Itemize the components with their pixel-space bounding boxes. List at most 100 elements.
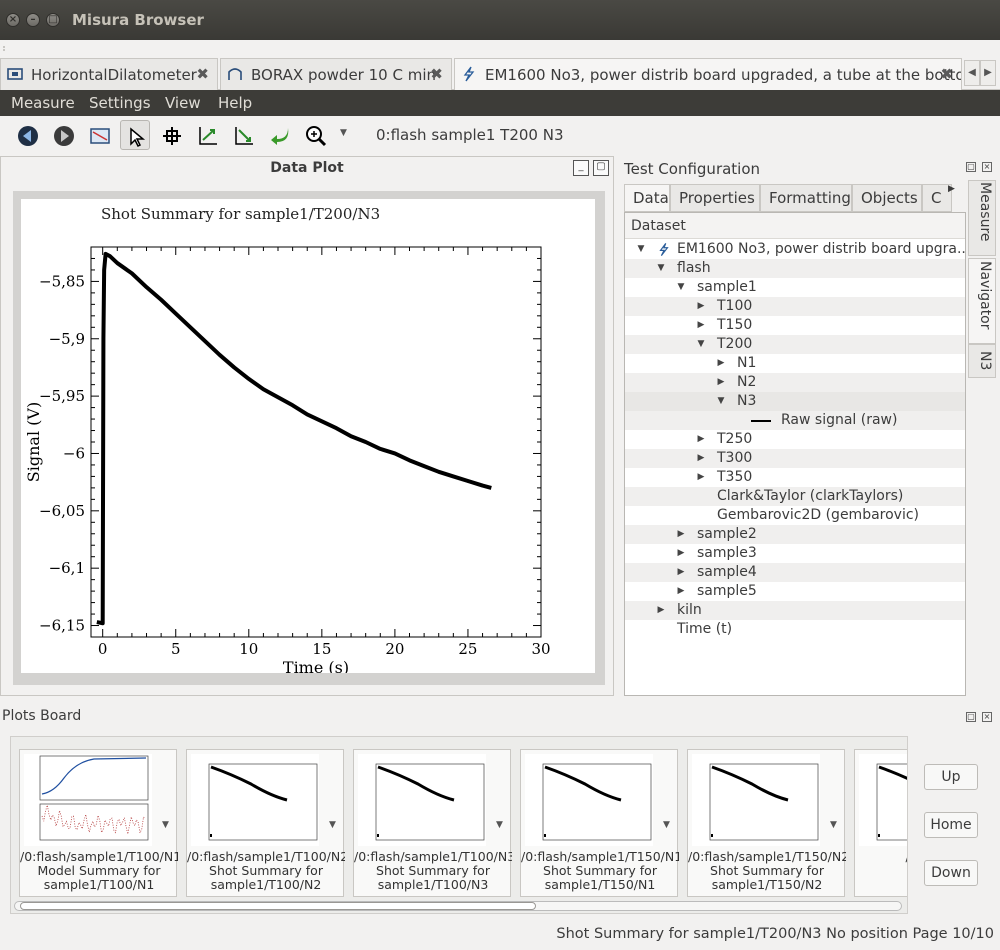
tab-more[interactable]: C bbox=[922, 184, 952, 212]
menu-help[interactable]: Help bbox=[218, 94, 253, 112]
zoom-graph-button[interactable] bbox=[192, 120, 222, 150]
window-maximize-icon[interactable]: □ bbox=[46, 13, 60, 27]
tree-item-label: flash bbox=[677, 260, 711, 276]
up-button[interactable]: Up bbox=[924, 764, 978, 790]
tab-scroll-right-icon[interactable]: ▶ bbox=[948, 184, 955, 194]
window-close-icon[interactable]: × bbox=[6, 13, 20, 27]
collapse-arrow-icon[interactable]: ▼ bbox=[677, 282, 685, 292]
thumbnail-menu-icon[interactable]: ▼ bbox=[162, 820, 169, 830]
collapse-arrow-icon[interactable]: ▼ bbox=[657, 263, 665, 273]
thumbnail-menu-icon[interactable]: ▼ bbox=[663, 820, 670, 830]
tree-item[interactable]: ▼ T200 bbox=[625, 335, 965, 354]
collapse-arrow-icon[interactable]: ▼ bbox=[717, 396, 725, 406]
tab-scroll-right-icon[interactable]: ▶ bbox=[980, 60, 996, 86]
tree-item[interactable]: ▶ N1 bbox=[625, 354, 965, 373]
tree-item[interactable]: ▼ EM1600 No3, power distrib board upgra..… bbox=[625, 240, 965, 259]
menu-settings[interactable]: Settings bbox=[89, 94, 151, 112]
expand-arrow-icon[interactable]: ▶ bbox=[697, 301, 705, 311]
view-page-button[interactable] bbox=[84, 120, 114, 150]
thumbnail-caption-line: samp bbox=[855, 878, 907, 892]
thumbnail-menu-icon[interactable]: ▼ bbox=[830, 820, 837, 830]
panel-maximize-button[interactable]: ▢ bbox=[593, 160, 609, 176]
doc-tab-borax-powder[interactable]: BORAX powder 10 C min ✖ bbox=[220, 58, 452, 90]
board-horizontal-scrollbar[interactable] bbox=[10, 898, 908, 914]
tab-scroll-left-icon[interactable]: ◀ bbox=[964, 60, 980, 86]
panel-float-button[interactable]: _ bbox=[573, 160, 589, 176]
tab-objects[interactable]: Objects bbox=[852, 184, 922, 212]
expand-arrow-icon[interactable]: ▶ bbox=[677, 586, 685, 596]
tree-item[interactable]: ▶ T150 bbox=[625, 316, 965, 335]
tree-item[interactable]: ▼ flash bbox=[625, 259, 965, 278]
tab-close-icon[interactable]: ✖ bbox=[196, 65, 209, 83]
expand-arrow-icon[interactable]: ▶ bbox=[677, 567, 685, 577]
menu-view[interactable]: View bbox=[165, 94, 201, 112]
panel-float-button[interactable]: ▢ bbox=[966, 712, 976, 722]
side-tab-navigator[interactable]: Navigator bbox=[968, 258, 996, 344]
expand-arrow-icon[interactable]: ▶ bbox=[717, 358, 725, 368]
panel-close-button[interactable]: × bbox=[982, 712, 992, 722]
tree-item[interactable]: ▶ sample5 bbox=[625, 582, 965, 601]
side-tab-measure[interactable]: Measure bbox=[968, 180, 996, 256]
tree-item[interactable]: ▶ N2 bbox=[625, 373, 965, 392]
thumbnail-menu-icon[interactable]: ▼ bbox=[329, 820, 336, 830]
tab-close-icon[interactable]: ✖ bbox=[940, 65, 953, 83]
tree-item[interactable]: ▶ T300 bbox=[625, 449, 965, 468]
expand-arrow-icon[interactable]: ▶ bbox=[677, 548, 685, 558]
tree-item[interactable]: ▶ T250 bbox=[625, 430, 965, 449]
plot-thumbnail[interactable]: ▼ /0:flash/sample1/T100/N3 Shot Summary fo… bbox=[353, 749, 512, 897]
tree-item[interactable]: ▶ sample4 bbox=[625, 563, 965, 582]
tab-formatting[interactable]: Formatting bbox=[760, 184, 852, 212]
signal-chart[interactable]: 0 5 10 15 20 25 30 −5,85 −5,9 −5,95 −6 −6,05 −6,1 −6,… bbox=[21, 199, 595, 673]
tree-item[interactable]: ▶ kiln bbox=[625, 601, 965, 620]
scrollbar-thumb[interactable] bbox=[20, 902, 536, 910]
plot-thumbnail[interactable]: ▼ /0:flash/sample1/T150/N2 Shot Summary fo… bbox=[687, 749, 846, 897]
plot-thumbnail[interactable]: ▼ /0:flash/sample1/T100/N1 Model Summary f… bbox=[19, 749, 178, 897]
expand-arrow-icon[interactable]: ▶ bbox=[697, 434, 705, 444]
plot-thumbnail[interactable]: ▼/0:flash/sShotsamp bbox=[854, 749, 907, 897]
tree-item[interactable]: Time (t) bbox=[625, 620, 965, 639]
side-tab-n3[interactable]: N3 bbox=[968, 344, 996, 378]
tree-item[interactable]: ▼ N3 bbox=[625, 392, 965, 411]
expand-arrow-icon[interactable]: ▶ bbox=[697, 320, 705, 330]
window-minimize-icon[interactable]: – bbox=[26, 13, 40, 27]
tree-item[interactable]: ▶ sample3 bbox=[625, 544, 965, 563]
zoom-dropdown-icon[interactable]: ▼ bbox=[340, 128, 347, 138]
menubar: Measure Settings View Help bbox=[0, 90, 1000, 116]
apply-button[interactable] bbox=[264, 120, 294, 150]
plot-thumbnail[interactable]: ▼ /0:flash/sample1/T100/N2 Shot Summary fo… bbox=[186, 749, 345, 897]
next-page-button[interactable] bbox=[48, 120, 78, 150]
expand-arrow-icon[interactable]: ▶ bbox=[697, 472, 705, 482]
thumbnail-caption: /0:flash/sample1/T100/N3 Shot Summary for… bbox=[354, 850, 512, 892]
expand-arrow-icon[interactable]: ▶ bbox=[697, 453, 705, 463]
crosshair-tool-button[interactable] bbox=[156, 120, 186, 150]
tree-item[interactable]: Raw signal (raw) bbox=[625, 411, 965, 430]
tab-properties[interactable]: Properties bbox=[670, 184, 760, 212]
doc-tab-em1600[interactable]: EM1600 No3, power distrib board upgraded… bbox=[454, 58, 962, 91]
tree-item[interactable]: Gembarovic2D (gembarovic) bbox=[625, 506, 965, 525]
thumbnail-menu-icon[interactable]: ▼ bbox=[496, 820, 503, 830]
tab-data[interactable]: Data bbox=[624, 184, 670, 212]
zoom-menu-button[interactable] bbox=[300, 120, 330, 150]
doc-tab-horizontal-dilatometer[interactable]: HorizontalDilatometer ✖ bbox=[0, 58, 218, 90]
home-button[interactable]: Home bbox=[924, 812, 978, 838]
menu-measure[interactable]: Measure bbox=[11, 94, 75, 112]
plot-thumbnail[interactable]: ▼ /0:flash/sample1/T150/N1 Shot Summary fo… bbox=[520, 749, 679, 897]
tree-item[interactable]: ▶ sample2 bbox=[625, 525, 965, 544]
expand-arrow-icon[interactable]: ▶ bbox=[677, 529, 685, 539]
reset-graph-button[interactable] bbox=[228, 120, 258, 150]
select-tool-button[interactable] bbox=[120, 120, 150, 150]
tab-close-icon[interactable]: ✖ bbox=[430, 65, 443, 83]
tree-item[interactable]: ▼ sample1 bbox=[625, 278, 965, 297]
expand-arrow-icon[interactable]: ▶ bbox=[657, 605, 665, 615]
expand-arrow-icon[interactable]: ▶ bbox=[717, 377, 725, 387]
collapse-arrow-icon[interactable]: ▼ bbox=[697, 339, 705, 349]
tree-item[interactable]: ▶ T350 bbox=[625, 468, 965, 487]
panel-float-button[interactable]: ▢ bbox=[966, 162, 976, 172]
previous-page-button[interactable] bbox=[12, 120, 42, 150]
tree-item[interactable]: Clark&Taylor (clarkTaylors) bbox=[625, 487, 965, 506]
panel-close-button[interactable]: × bbox=[982, 162, 992, 172]
tree-item[interactable]: ▶ T100 bbox=[625, 297, 965, 316]
down-button[interactable]: Down bbox=[924, 860, 978, 886]
raw-signal-line[interactable] bbox=[96, 251, 492, 626]
collapse-arrow-icon[interactable]: ▼ bbox=[637, 244, 645, 254]
